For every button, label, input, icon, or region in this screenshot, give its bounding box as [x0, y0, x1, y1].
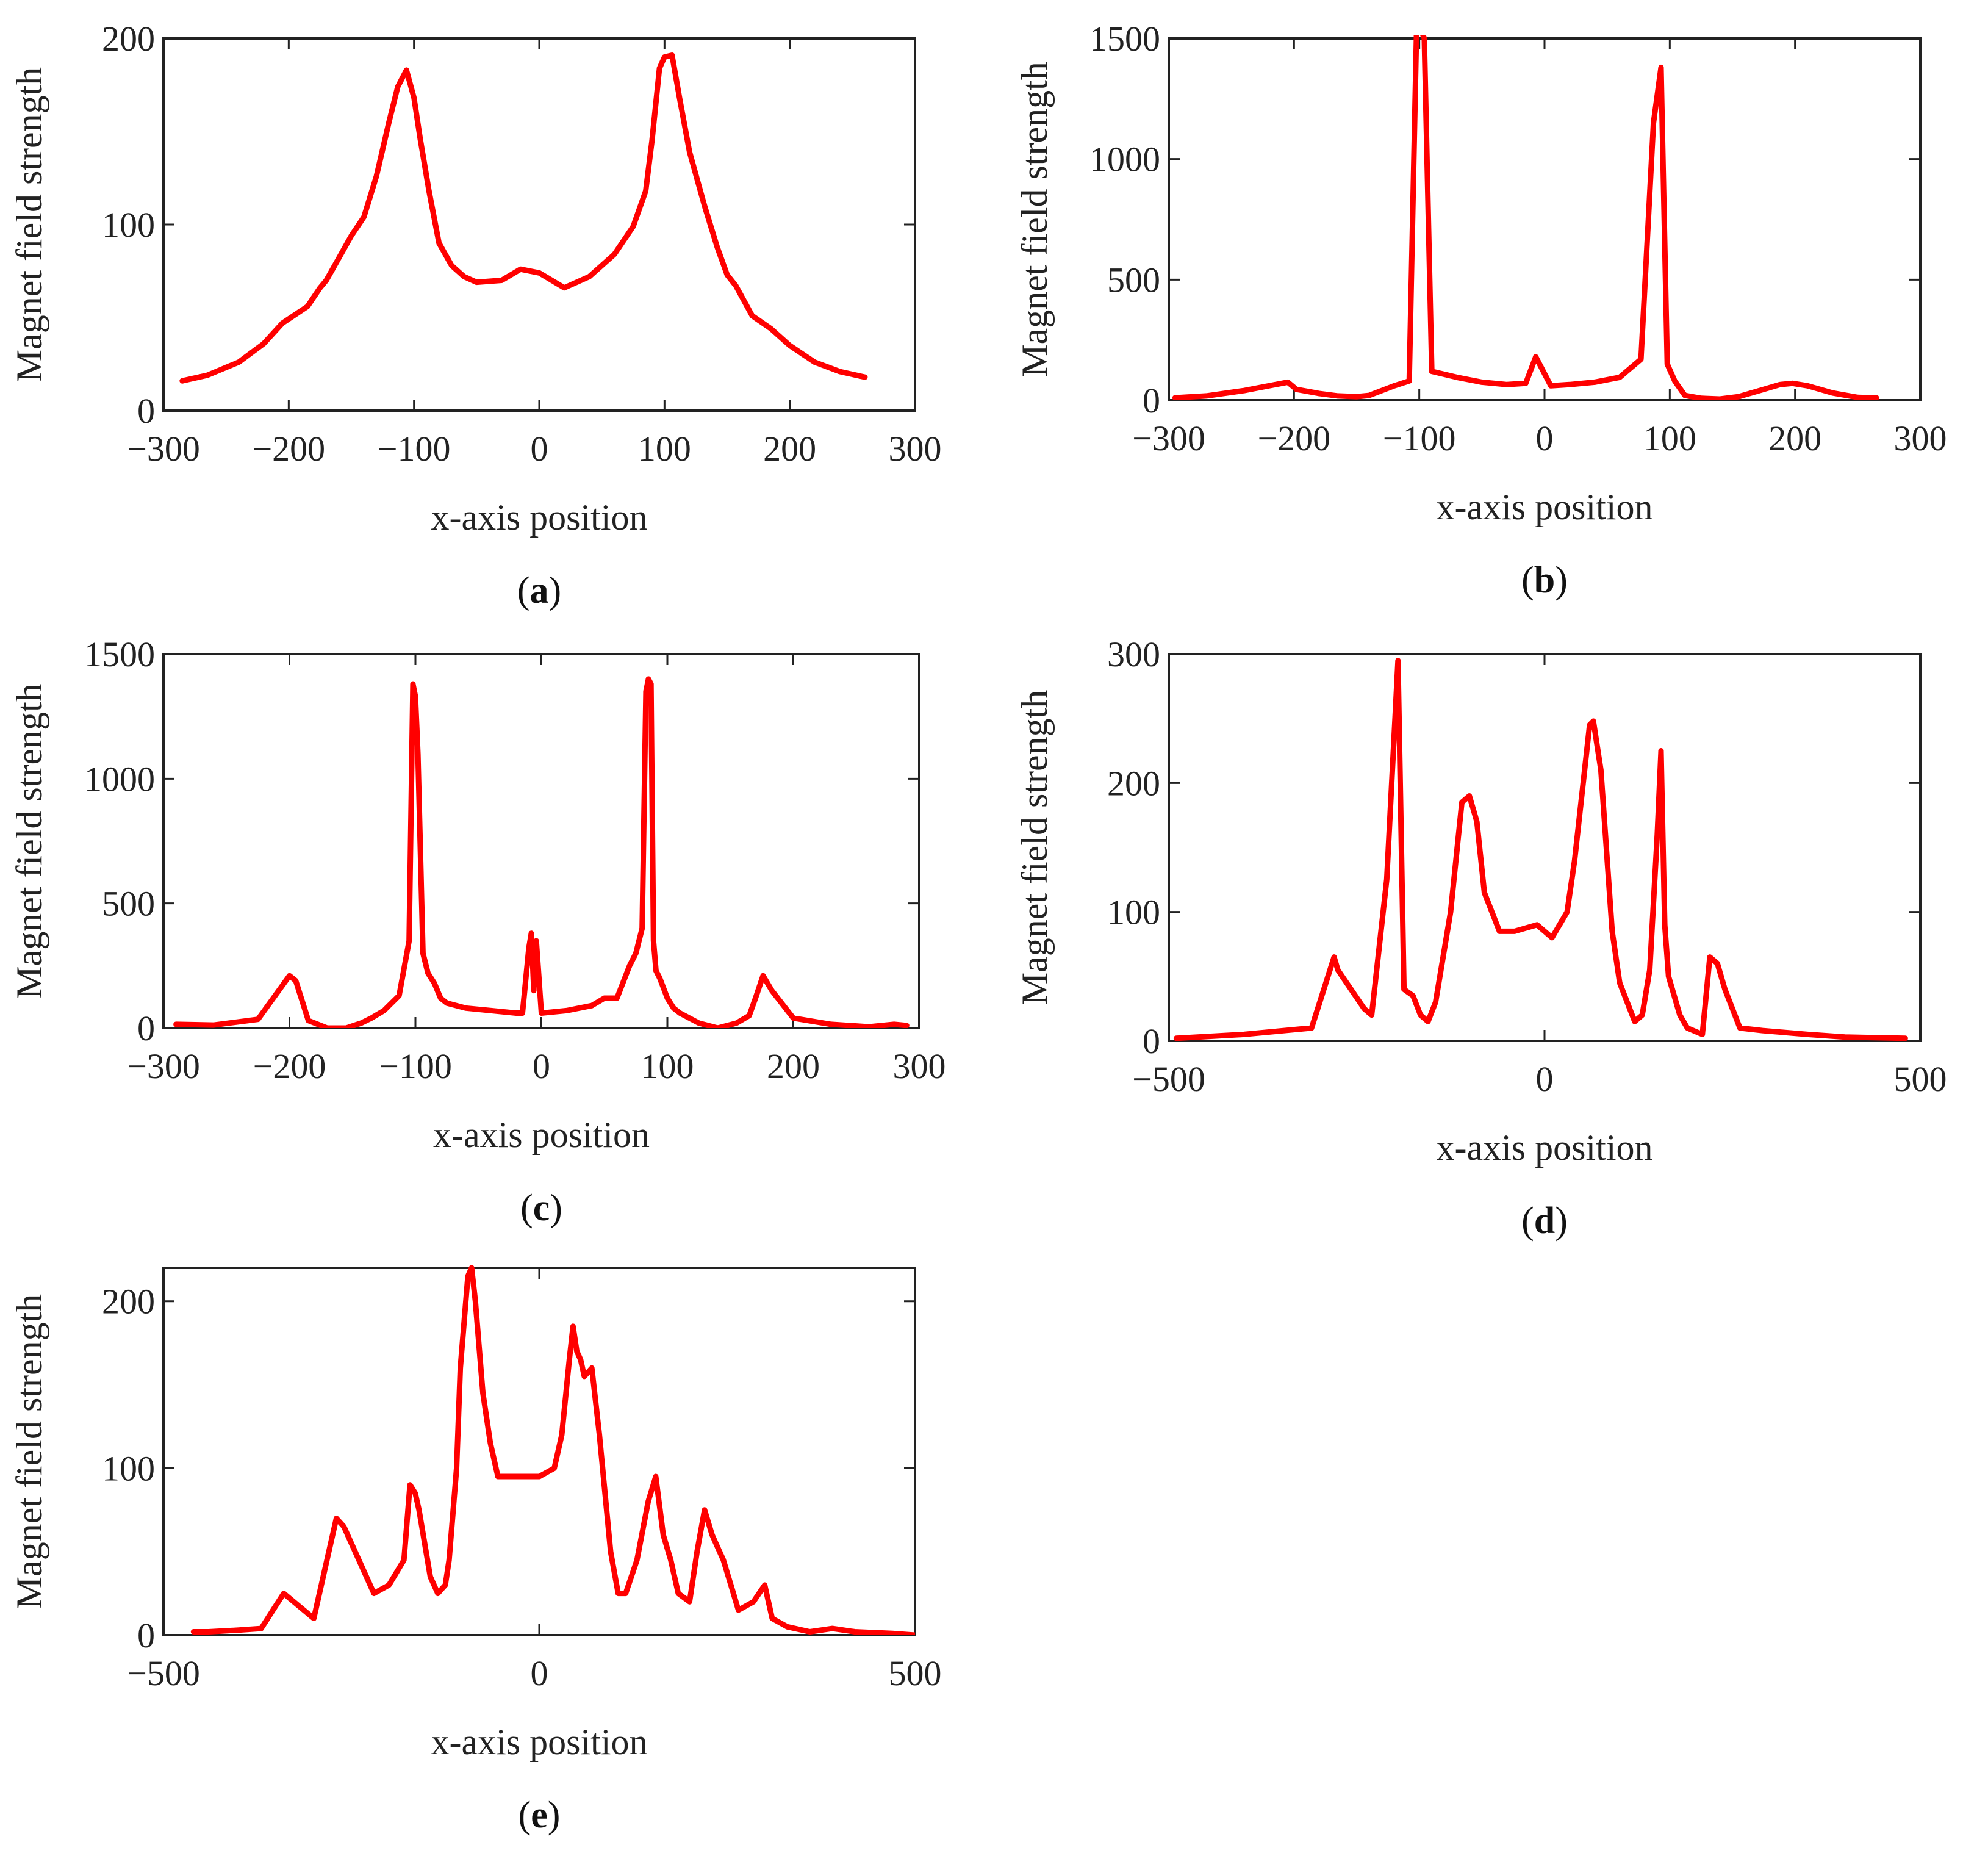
chart-e-series-line	[190, 1265, 915, 1635]
chart-d-y-tick-label: 300	[1107, 635, 1160, 674]
chart-e-caption: (e)	[519, 1794, 561, 1836]
chart-b: −300 −200 −100 0 100 200 300 0 500 1000 1500 x-axis…	[1014, 19, 1947, 601]
chart-d-y-axis-label: Magnet field strength	[1014, 690, 1055, 1005]
chart-e-y-tick-label: 100	[102, 1448, 155, 1488]
chart-b-x-tick-label: 200	[1768, 419, 1821, 458]
chart-c-series-line	[173, 676, 910, 1028]
chart-b-caption-close: )	[1555, 559, 1568, 601]
chart-c-y-axis-label: Magnet field strength	[9, 683, 49, 999]
chart-d-series-line	[1173, 658, 1908, 1041]
chart-a-x-tick-label: 300	[889, 429, 942, 469]
chart-e-x-tick-label: 500	[889, 1653, 942, 1693]
chart-a-y-tick-label: 100	[102, 205, 155, 245]
chart-a-x-tick-label: 200	[763, 429, 816, 469]
chart-e-y-tick-label: 0	[137, 1616, 155, 1655]
chart-a-caption-close: )	[549, 570, 562, 611]
chart-a-x-tick-label: 0	[531, 429, 548, 469]
chart-c-caption-close: )	[550, 1187, 562, 1229]
chart-c-caption: (c)	[520, 1187, 562, 1229]
chart-b-y-axis-label: Magnet field strength	[1014, 62, 1055, 377]
chart-a-x-tick-label: 100	[638, 429, 691, 469]
chart-d-caption-close: )	[1555, 1200, 1568, 1242]
chart-b-caption: (b)	[1521, 559, 1568, 601]
chart-e-y-axis-label: Magnet field strength	[9, 1294, 49, 1610]
chart-b-caption-letter: b	[1534, 559, 1555, 601]
chart-c-x-tick-label: −200	[253, 1046, 326, 1086]
chart-d-x-tick-label: −500	[1132, 1059, 1205, 1099]
chart-a-y-tick-label: 200	[102, 19, 155, 59]
chart-d-y-tick-label: 100	[1107, 893, 1160, 932]
chart-d-caption-open: (	[1521, 1200, 1534, 1242]
chart-a-x-axis-label: x-axis position	[431, 497, 648, 538]
chart-b-x-tick-label: 0	[1536, 419, 1554, 458]
chart-a: −300 −200 −100 0 100 200 300 0 100 200 x-axis posi…	[9, 19, 942, 611]
chart-a-caption-letter: a	[530, 570, 549, 611]
chart-a-x-tick-label: −200	[252, 429, 325, 469]
chart-c-x-tick-label: 100	[641, 1046, 694, 1086]
chart-c-plot-frame	[162, 653, 920, 1029]
chart-e-caption-letter: e	[531, 1794, 548, 1836]
chart-a-y-axis-label: Magnet field strength	[9, 67, 49, 383]
chart-d-caption: (d)	[1521, 1200, 1568, 1242]
chart-d-y-tick-label: 200	[1107, 763, 1160, 803]
chart-e-plot-frame	[162, 1267, 916, 1636]
chart-b-x-tick-label: −200	[1257, 419, 1330, 458]
chart-b-y-tick-label: 1000	[1089, 140, 1160, 179]
chart-b-y-tick-label: 1500	[1089, 19, 1160, 59]
chart-b-y-tick-label: 500	[1107, 260, 1160, 300]
chart-c-x-tick-label: 300	[893, 1046, 946, 1086]
chart-c-y-tick-label: 500	[102, 884, 155, 924]
chart-b-x-tick-label: −100	[1383, 419, 1456, 458]
chart-a-caption-open: (	[517, 570, 530, 611]
chart-b-y-tick-label: 0	[1143, 381, 1160, 420]
chart-e-x-axis-label: x-axis position	[431, 1722, 648, 1762]
chart-c-x-axis-label: x-axis position	[433, 1115, 650, 1155]
chart-b-caption-open: (	[1521, 559, 1534, 601]
chart-c-x-tick-label: −100	[379, 1046, 452, 1086]
chart-c-caption-open: (	[520, 1187, 533, 1229]
chart-c-x-tick-label: −300	[127, 1046, 200, 1086]
chart-b-x-tick-label: 300	[1894, 419, 1947, 458]
chart-d-x-tick-label: 500	[1894, 1059, 1947, 1099]
chart-c-y-tick-label: 1500	[84, 635, 155, 674]
chart-c: −300 −200 −100 0 100 200 300 0 500 1000 1500 x-axis…	[9, 635, 946, 1229]
chart-e-caption-open: (	[519, 1794, 531, 1836]
chart-a-series-line	[179, 52, 868, 384]
chart-c-y-tick-label: 0	[137, 1009, 155, 1048]
chart-a-y-tick-label: 0	[137, 391, 155, 431]
chart-c-caption-letter: c	[533, 1187, 550, 1229]
chart-a-x-tick-label: −100	[378, 429, 451, 469]
chart-d-y-tick-label: 0	[1143, 1021, 1160, 1061]
chart-e-x-tick-label: 0	[531, 1653, 548, 1693]
chart-d-caption-letter: d	[1534, 1200, 1555, 1242]
chart-e-caption-close: )	[548, 1794, 561, 1836]
chart-b-x-axis-label: x-axis position	[1437, 487, 1653, 527]
chart-e-y-tick-label: 200	[102, 1282, 155, 1322]
chart-c-y-tick-label: 1000	[84, 759, 155, 799]
chart-c-x-tick-label: 0	[533, 1046, 550, 1086]
chart-d-x-axis-label: x-axis position	[1437, 1128, 1653, 1168]
chart-a-caption: (a)	[517, 570, 561, 611]
chart-b-plot-frame	[1168, 37, 1922, 401]
chart-a-x-tick-label: −300	[127, 429, 200, 469]
chart-d-plot-frame	[1168, 653, 1922, 1042]
chart-b-series-line	[1172, 35, 1879, 400]
chart-b-x-tick-label: −300	[1132, 419, 1205, 458]
chart-d-x-tick-label: 0	[1536, 1059, 1554, 1099]
chart-b-x-tick-label: 100	[1643, 419, 1696, 458]
chart-c-x-tick-label: 200	[767, 1046, 820, 1086]
chart-e-x-tick-label: −500	[127, 1653, 200, 1693]
